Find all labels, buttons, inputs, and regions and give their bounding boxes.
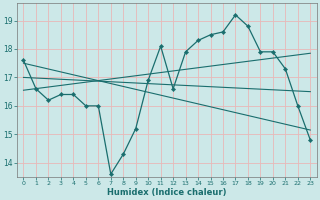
X-axis label: Humidex (Indice chaleur): Humidex (Indice chaleur) bbox=[107, 188, 227, 197]
